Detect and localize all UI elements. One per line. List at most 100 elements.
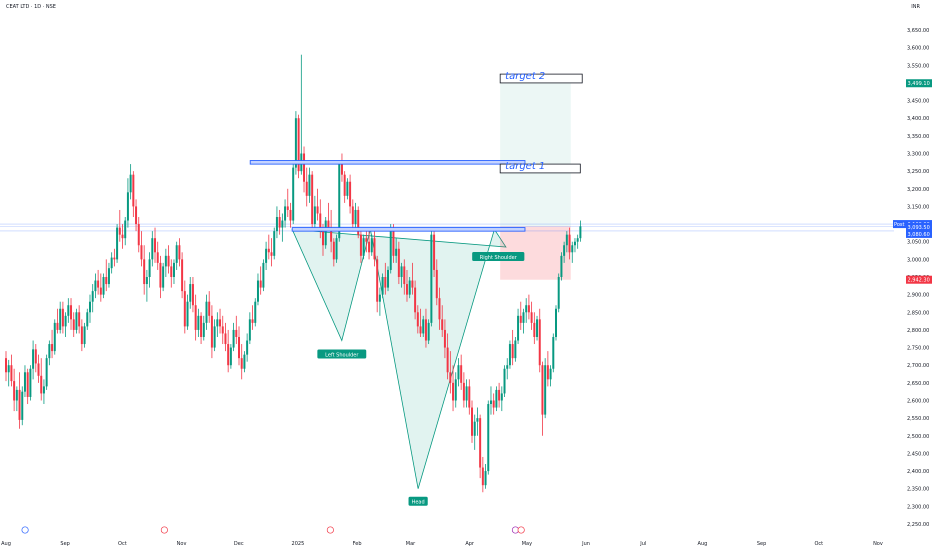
candle-body bbox=[238, 336, 241, 359]
candle-body bbox=[359, 234, 362, 256]
candle-body bbox=[449, 372, 452, 383]
candle-body bbox=[56, 322, 59, 330]
candle-body bbox=[227, 344, 230, 366]
candle-body bbox=[408, 280, 411, 295]
candle-body bbox=[205, 301, 208, 323]
candle-body bbox=[183, 291, 186, 327]
candle-body bbox=[489, 400, 492, 405]
y-tick-label: 2,850.00 bbox=[907, 310, 929, 316]
candle-body bbox=[530, 312, 533, 323]
candle-body bbox=[235, 329, 238, 337]
candle-body bbox=[376, 259, 379, 302]
candle-body bbox=[381, 277, 384, 295]
candle-body bbox=[151, 238, 154, 260]
y-tick-label: 2,500.00 bbox=[907, 434, 929, 440]
pattern-area bbox=[291, 228, 507, 489]
candle-body bbox=[51, 344, 54, 352]
candle-body bbox=[405, 284, 408, 295]
y-tick-label: 3,650.00 bbox=[907, 28, 929, 34]
candle-body bbox=[200, 315, 203, 337]
candle-body bbox=[527, 305, 530, 313]
candle-body bbox=[465, 386, 468, 401]
candle-body bbox=[541, 365, 544, 415]
candle-body bbox=[411, 280, 414, 288]
candle-body bbox=[538, 319, 541, 366]
candle-body bbox=[419, 326, 422, 334]
candle-body bbox=[427, 322, 430, 341]
candle-body bbox=[308, 174, 311, 196]
price-label: 3,080.60 bbox=[908, 232, 930, 238]
candle-body bbox=[416, 312, 419, 327]
candle-body bbox=[251, 319, 254, 323]
candle-body bbox=[403, 266, 406, 285]
candle-body bbox=[210, 315, 213, 348]
candle-body bbox=[88, 301, 91, 313]
y-tick-label: 2,700.00 bbox=[907, 363, 929, 369]
candle-body bbox=[164, 255, 167, 267]
x-tick-label: Mar bbox=[406, 541, 416, 547]
candle-body bbox=[53, 322, 56, 352]
y-tick-label: 2,400.00 bbox=[907, 469, 929, 475]
price-label: 2,942.30 bbox=[908, 278, 930, 284]
candle-body bbox=[172, 262, 175, 277]
candle-body bbox=[414, 287, 417, 313]
y-tick-label: 3,200.00 bbox=[907, 187, 929, 193]
candle-body bbox=[80, 326, 83, 345]
candle-body bbox=[397, 248, 400, 277]
candle-body bbox=[289, 209, 292, 221]
candle-body bbox=[121, 234, 124, 239]
candle-body bbox=[72, 319, 75, 330]
candle-body bbox=[70, 305, 73, 320]
x-tick-label: Jun bbox=[581, 541, 590, 547]
candle-body bbox=[503, 368, 506, 394]
candle-body bbox=[330, 227, 333, 242]
candle-body bbox=[384, 277, 387, 288]
candle-body bbox=[292, 167, 295, 221]
candle-body bbox=[107, 268, 110, 285]
x-tick-label: Aug bbox=[698, 541, 708, 547]
candle-body bbox=[286, 206, 289, 210]
candle-body bbox=[216, 319, 219, 327]
candle-body bbox=[186, 301, 189, 327]
candle-body bbox=[159, 262, 162, 288]
candle-body bbox=[435, 269, 438, 299]
candle-body bbox=[294, 118, 297, 168]
candle-body bbox=[256, 280, 259, 302]
candle-body bbox=[40, 375, 43, 394]
candle-body bbox=[349, 181, 352, 207]
candle-body bbox=[246, 340, 249, 355]
candle-body bbox=[243, 354, 246, 369]
candle-body bbox=[365, 238, 368, 242]
left-shoulder-label: Left Shoulder bbox=[325, 352, 359, 358]
candle-body bbox=[487, 404, 490, 472]
candle-body bbox=[571, 245, 574, 253]
candle-body bbox=[395, 248, 398, 256]
candle-body bbox=[13, 381, 16, 401]
candle-body bbox=[378, 294, 381, 302]
y-tick-label: 3,450.00 bbox=[907, 99, 929, 105]
candle-body bbox=[129, 174, 132, 193]
y-tick-label: 3,050.00 bbox=[907, 240, 929, 246]
candle-body bbox=[265, 248, 268, 263]
candle-body bbox=[181, 259, 184, 292]
candle-body bbox=[319, 213, 322, 232]
candle-body bbox=[105, 277, 108, 285]
candle-body bbox=[259, 280, 262, 288]
candle-body bbox=[495, 389, 498, 408]
left-shoulder-label-bg bbox=[317, 349, 367, 359]
candle-body bbox=[560, 255, 563, 277]
currency-label: INR bbox=[911, 4, 920, 10]
candle-body bbox=[468, 386, 471, 408]
candle-body bbox=[514, 340, 517, 359]
candle-body bbox=[357, 209, 360, 235]
candle-body bbox=[368, 241, 371, 253]
candle-body bbox=[430, 234, 433, 323]
candle-body bbox=[262, 262, 265, 288]
candle-body bbox=[544, 365, 547, 415]
candle-body bbox=[438, 298, 441, 320]
candle-body bbox=[167, 255, 170, 267]
candle-body bbox=[26, 372, 29, 397]
x-tick-label: Nov bbox=[873, 541, 883, 547]
x-tick-label: Feb bbox=[353, 541, 362, 547]
